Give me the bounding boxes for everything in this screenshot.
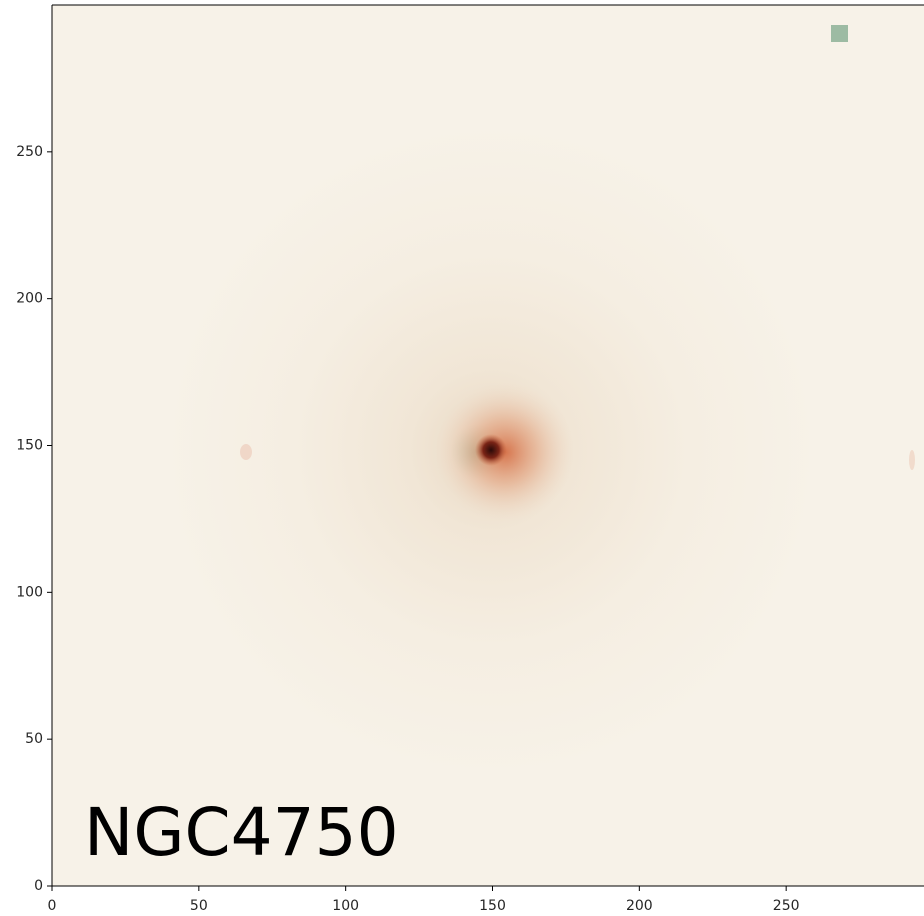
y-tick-label: 50	[25, 731, 43, 747]
x-tick-label: 200	[626, 898, 653, 914]
image-feature	[831, 25, 848, 42]
y-tick-label: 200	[16, 291, 43, 307]
y-tick-label: 100	[16, 584, 43, 600]
y-tick-label: 150	[16, 438, 43, 454]
x-tick-label: 100	[332, 898, 359, 914]
image-core	[475, 434, 507, 466]
x-tick-label: 0	[48, 898, 57, 914]
image-feature	[240, 444, 252, 460]
y-tick-label: 250	[16, 144, 43, 160]
annotation: NGC4750	[84, 794, 399, 871]
y-tick-label: 0	[34, 878, 43, 894]
image-feature	[909, 450, 915, 470]
x-tick-label: 50	[190, 898, 208, 914]
image	[52, 5, 924, 886]
x-tick-label: 150	[479, 898, 506, 914]
x-tick-label: 250	[773, 898, 800, 914]
